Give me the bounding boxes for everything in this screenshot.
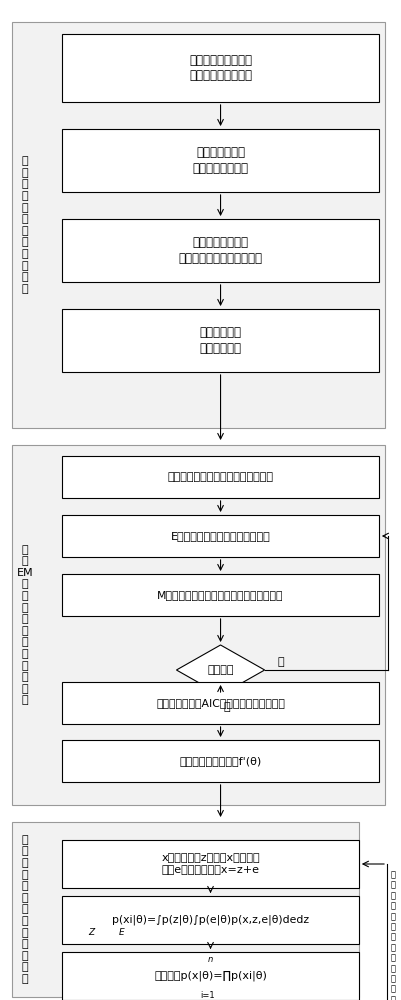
FancyBboxPatch shape [62, 840, 359, 888]
FancyBboxPatch shape [62, 34, 379, 102]
FancyBboxPatch shape [12, 445, 385, 805]
Text: p(xi|θ)=∫p(z|θ)∫p(e|θ)p(x,z,e|θ)dedz: p(xi|θ)=∫p(z|θ)∫p(e|θ)p(x,z,e|θ)dedz [112, 915, 309, 925]
FancyBboxPatch shape [62, 574, 379, 616]
FancyBboxPatch shape [62, 682, 379, 724]
Text: 将
更
新
过
的
后
验
分
布
作
为
先
验
信
息
再
次
更
新: 将 更 新 过 的 后 验 分 布 作 为 先 验 信 息 再 次 更 新 [391, 870, 396, 1000]
Text: 是: 是 [223, 702, 230, 712]
FancyBboxPatch shape [62, 952, 359, 1000]
FancyBboxPatch shape [12, 22, 385, 428]
Text: 基
于
雨
流
计
数
法
编
制
应
力
谱: 基 于 雨 流 计 数 法 编 制 应 力 谱 [22, 156, 28, 294]
Text: 基
于
贝
叶
斯
动
态
更
新
建
模
方
法: 基 于 贝 叶 斯 动 态 更 新 建 模 方 法 [22, 835, 28, 984]
Text: n: n [208, 956, 213, 964]
FancyBboxPatch shape [12, 822, 359, 997]
Text: 似然函数p(x|θ)=∏p(xi|θ): 似然函数p(x|θ)=∏p(xi|θ) [154, 971, 267, 981]
Text: 基
于
EM
算
法
的
应
力
幅
值
概
率
建
模: 基 于 EM 算 法 的 应 力 幅 值 概 率 建 模 [16, 545, 33, 705]
Text: E步：求得极大似然函数的期望值: E步：求得极大似然函数的期望值 [171, 531, 270, 541]
FancyBboxPatch shape [62, 219, 379, 282]
Text: E: E [119, 928, 124, 937]
Polygon shape [176, 645, 265, 695]
FancyBboxPatch shape [62, 896, 359, 944]
Text: 选取截面及测点
收集应变监测数据: 选取截面及测点 收集应变监测数据 [192, 146, 249, 174]
Text: 得到参数并根据AIC准则确定最优概率模型: 得到参数并根据AIC准则确定最优概率模型 [156, 698, 285, 708]
Text: 全面了解所测桥梁的
基本信息及受力性能: 全面了解所测桥梁的 基本信息及受力性能 [189, 54, 252, 82]
Text: M步：估计参数值使似然函数期望值最大化: M步：估计参数值使似然函数期望值最大化 [157, 590, 284, 600]
Text: 统计分析建立
标准日应力谱: 统计分析建立 标准日应力谱 [200, 326, 241, 355]
Text: i=1: i=1 [200, 990, 215, 1000]
Text: 应力幅概率密度函数f'(θ): 应力幅概率密度函数f'(θ) [179, 756, 262, 766]
FancyBboxPatch shape [62, 456, 379, 498]
Text: 雨流计数法得到应
力幅、平均应力、循环次数: 雨流计数法得到应 力幅、平均应力、循环次数 [178, 236, 263, 264]
Text: 是否收敛: 是否收敛 [207, 665, 234, 675]
FancyBboxPatch shape [62, 740, 379, 782]
Text: x为观测量，z为关于x的模型预
测，e为测量误差，x=z+e: x为观测量，z为关于x的模型预 测，e为测量误差，x=z+e [161, 853, 260, 875]
FancyBboxPatch shape [62, 309, 379, 372]
Text: 确定应力幅值概率模型，参数初始化: 确定应力幅值概率模型，参数初始化 [168, 472, 273, 482]
Text: Z: Z [88, 928, 94, 937]
Text: 否: 否 [277, 657, 284, 667]
FancyBboxPatch shape [62, 515, 379, 557]
FancyBboxPatch shape [62, 129, 379, 192]
